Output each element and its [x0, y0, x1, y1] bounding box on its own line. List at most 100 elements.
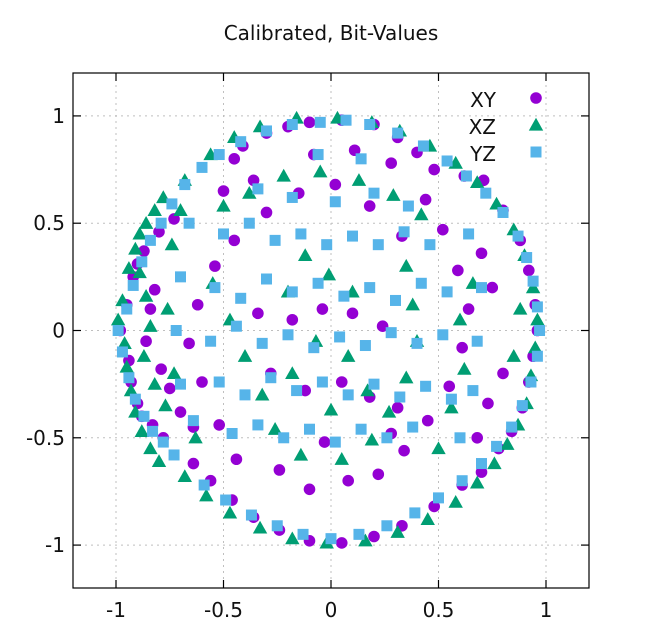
data-point-yz — [398, 226, 410, 238]
data-point-xz — [321, 267, 337, 281]
data-point-yz — [271, 520, 283, 532]
data-point-xy — [497, 367, 509, 380]
data-point-xy — [316, 303, 329, 315]
data-point-yz — [155, 217, 167, 229]
data-point-xz — [267, 422, 283, 435]
data-point-yz — [147, 425, 159, 437]
data-point-yz — [420, 380, 432, 392]
data-point-yz — [235, 292, 247, 304]
legend-xy-label: XY — [470, 88, 497, 112]
data-point-xz — [405, 297, 420, 311]
data-point-yz — [372, 239, 384, 251]
data-point-xy — [230, 453, 243, 466]
data-point-xy — [286, 313, 299, 326]
data-point-yz — [256, 337, 268, 349]
data-point-yz — [402, 200, 414, 212]
data-point-xz — [360, 383, 375, 397]
data-point-xy — [368, 530, 380, 543]
data-point-xz — [237, 349, 253, 362]
data-point-xz — [364, 432, 380, 446]
x-tick-label: 1 — [540, 598, 553, 622]
data-point-yz — [170, 325, 182, 336]
data-point-yz — [411, 337, 423, 349]
data-point-yz — [278, 432, 290, 444]
data-point-xz — [506, 349, 521, 362]
data-point-xz — [147, 376, 162, 390]
data-point-yz — [463, 228, 475, 240]
data-point-xz — [500, 437, 515, 450]
y-tick-label: 0 — [52, 319, 65, 343]
data-point-xz — [147, 203, 162, 216]
data-point-xz — [525, 280, 541, 294]
data-point-yz — [312, 277, 324, 289]
data-point-yz — [531, 301, 543, 313]
x-tick-label: 0 — [325, 598, 338, 622]
data-point-xz — [457, 361, 472, 375]
data-point-xz — [487, 456, 502, 470]
data-point-xz — [420, 512, 435, 525]
data-point-yz — [521, 252, 533, 264]
data-point-yz — [321, 239, 333, 251]
data-point-yz — [460, 170, 472, 182]
data-point-yz — [179, 179, 191, 191]
data-point-yz — [314, 116, 326, 128]
data-point-xy — [452, 264, 464, 277]
data-point-xz — [390, 525, 405, 538]
data-point-xz — [293, 447, 309, 461]
y-tick-label: -1 — [45, 533, 65, 557]
data-point-xy — [299, 384, 312, 397]
data-point-yz — [441, 155, 453, 167]
data-point-yz — [531, 350, 543, 362]
data-point-yz — [129, 393, 141, 405]
data-point-xz — [132, 265, 147, 279]
data-point-xz — [115, 293, 130, 307]
data-point-xy — [456, 341, 468, 354]
data-point-yz — [297, 528, 309, 540]
data-point-xy — [168, 213, 180, 225]
data-point-yz — [116, 346, 128, 358]
data-point-yz — [286, 286, 298, 298]
data-point-xz — [489, 196, 504, 210]
data-point-yz — [467, 385, 479, 397]
data-point-xz — [164, 237, 180, 251]
data-point-xz — [470, 475, 485, 489]
data-point-xz — [285, 531, 300, 545]
data-point-yz — [368, 378, 380, 390]
data-point-xz — [351, 173, 367, 186]
data-point-xy — [252, 307, 264, 320]
data-point-yz — [437, 329, 449, 341]
data-point-xz — [128, 241, 143, 255]
data-point-xy — [318, 436, 331, 448]
data-point-xy — [391, 401, 404, 414]
data-point-yz — [230, 320, 242, 332]
data-point-yz — [252, 183, 264, 195]
data-point-yz — [456, 475, 468, 487]
data-point-yz — [213, 149, 225, 161]
data-point-xy — [462, 303, 475, 315]
data-point-yz — [123, 372, 135, 384]
data-point-yz — [269, 234, 281, 246]
data-point-yz — [359, 340, 371, 352]
data-point-yz — [516, 400, 528, 412]
data-point-xy — [385, 157, 398, 169]
data-point-xy — [155, 363, 167, 375]
data-point-xy — [348, 144, 361, 157]
data-point-xy — [187, 457, 200, 470]
y-tick-label: -0.5 — [26, 426, 65, 450]
data-point-yz — [261, 125, 272, 137]
data-point-xy — [217, 185, 230, 197]
data-point-yz — [497, 206, 509, 218]
data-point-xz — [285, 366, 300, 380]
data-point-yz — [243, 217, 255, 229]
data-point-yz — [220, 494, 232, 506]
data-point-xz — [298, 248, 313, 262]
data-point-xz — [177, 469, 192, 483]
data-point-yz — [409, 507, 421, 519]
data-point-xy — [148, 283, 161, 296]
data-point-xy — [376, 320, 389, 333]
data-point-xy — [144, 303, 157, 315]
data-point-xy — [475, 466, 488, 478]
data-point-xz — [123, 383, 139, 397]
data-point-xz — [110, 312, 126, 326]
